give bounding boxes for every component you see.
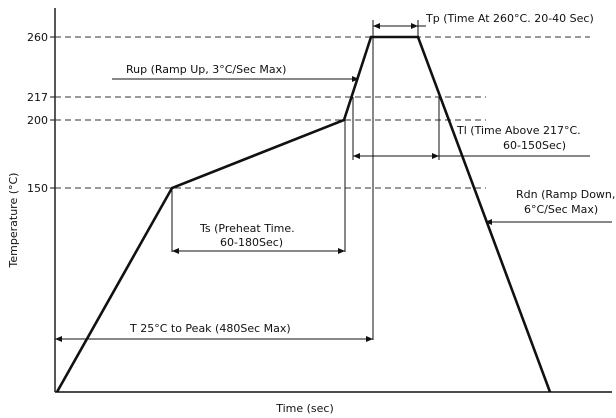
ts-label-line2: 60-180Sec) xyxy=(220,236,283,249)
rup-arrowhead xyxy=(352,76,359,82)
rdn-label-line2: 6°C/Sec Max) xyxy=(524,203,598,216)
t25-arrowhead-right xyxy=(366,336,373,342)
ts-arrowhead-right xyxy=(338,248,345,254)
t25-label: T 25°C to Peak (480Sec Max) xyxy=(129,322,291,335)
tp-arrowhead-right xyxy=(411,23,418,29)
y-axis-title: Temperature (°C) xyxy=(7,173,20,269)
y-tick-label-260: 260 xyxy=(27,31,48,44)
rup-label: Rup (Ramp Up, 3°C/Sec Max) xyxy=(126,63,286,76)
tl-arrowhead-right xyxy=(432,153,439,159)
y-tick-label-200: 200 xyxy=(27,114,48,127)
y-tick-label-150: 150 xyxy=(27,182,48,195)
ts-label-line1: Ts (Preheat Time. xyxy=(199,222,295,235)
ts-arrowhead-left xyxy=(172,248,179,254)
tp-label: Tp (Time At 260°C. 20-40 Sec) xyxy=(425,12,594,25)
t25-arrowhead-left xyxy=(55,336,62,342)
tl-label-line1: Tl (Time Above 217°C. xyxy=(456,124,581,137)
tl-arrowhead-left xyxy=(353,153,360,159)
x-axis-title: Time (sec) xyxy=(275,402,334,415)
rdn-label-line1: Rdn (Ramp Down, xyxy=(516,188,615,201)
tp-arrowhead-left xyxy=(373,23,380,29)
y-tick-label-217: 217 xyxy=(27,91,48,104)
tl-label-line2: 60-150Sec) xyxy=(503,139,566,152)
rdn-arrowhead xyxy=(485,219,492,225)
